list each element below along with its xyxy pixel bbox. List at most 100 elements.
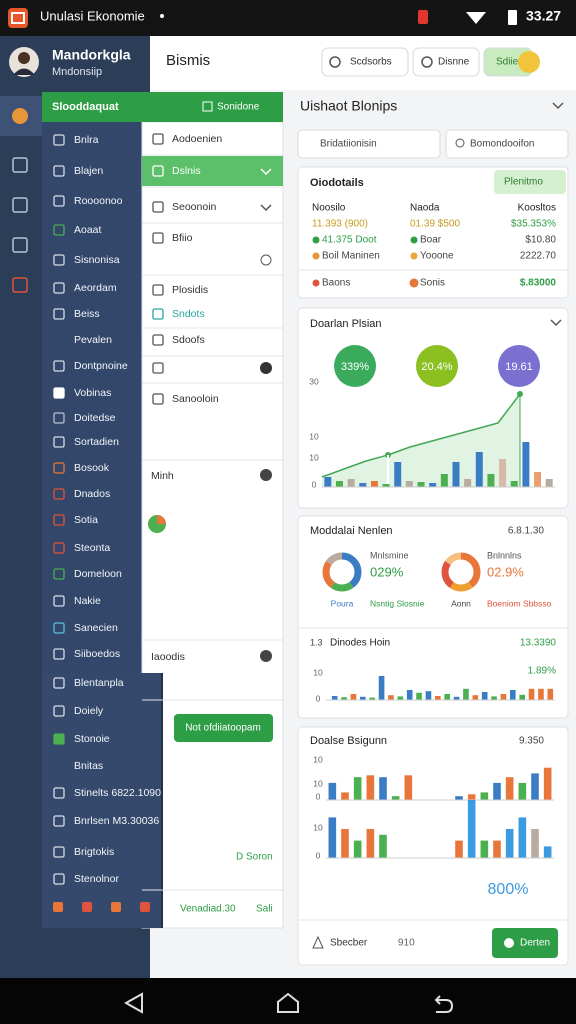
menu-item[interactable]: Dnados — [74, 488, 110, 500]
submenu-item[interactable]: Sanooloin — [172, 393, 219, 405]
menu-item[interactable]: Sisnonisa — [74, 254, 120, 266]
bar — [429, 483, 437, 487]
menu-item[interactable]: Stenolnor — [74, 873, 119, 885]
menu-item[interactable]: Aoaat — [74, 224, 102, 236]
bar — [359, 483, 367, 487]
filter-label[interactable]: Bridatiionisin — [320, 139, 377, 150]
menu-footer-icon[interactable] — [140, 902, 150, 912]
menu-item[interactable]: Brigtokis — [74, 846, 114, 858]
row-dot — [312, 252, 320, 260]
menu-item[interactable]: Domeloon — [74, 568, 122, 580]
menu-item[interactable]: Doitedse — [74, 412, 116, 424]
submenu-link[interactable]: D Soron — [236, 852, 273, 863]
menu-item[interactable]: Aeordam — [74, 282, 117, 294]
submenu-footer: Venadiad.30 — [180, 904, 236, 915]
bar — [347, 479, 355, 487]
submenu-button[interactable] — [174, 714, 273, 742]
bar — [528, 688, 535, 700]
bar — [353, 840, 362, 858]
status-icon — [418, 10, 428, 24]
menu-icon — [53, 195, 65, 207]
menu-item[interactable]: Bosook — [74, 462, 110, 474]
menu-footer-icon[interactable] — [111, 902, 121, 912]
nav-back[interactable] — [123, 992, 143, 1014]
table-cell: Boar — [420, 235, 442, 246]
card — [297, 515, 569, 719]
menu-item[interactable]: Pevalen — [74, 334, 112, 346]
area-fill — [322, 394, 520, 487]
menu-item[interactable]: Bnrlsen M3.30036 — [74, 815, 159, 827]
submenu-item[interactable]: Plosidis — [172, 284, 208, 296]
menu-footer-icon[interactable] — [82, 902, 92, 912]
submenu-item[interactable]: Minh — [151, 470, 174, 482]
bar — [379, 777, 387, 800]
submenu-item[interactable]: Aodoenien — [172, 133, 222, 145]
footer-button-label[interactable]: Derten — [520, 938, 550, 949]
chip-label[interactable]: Plenitmo — [504, 177, 543, 188]
rail-icon — [12, 157, 28, 173]
table-cell: Noosilo — [312, 203, 346, 214]
submenu-item[interactable]: Seoonoin — [172, 201, 217, 213]
bar — [379, 834, 387, 858]
menu-item[interactable]: Siiboedos — [74, 648, 120, 660]
rail-icon — [12, 108, 28, 124]
bar — [328, 782, 337, 800]
menu-footer-icon[interactable] — [53, 902, 63, 912]
menu-item[interactable]: Bnlra — [74, 134, 99, 146]
submenu-item[interactable]: Iaoodis — [151, 651, 185, 663]
menu-item[interactable]: Steonta — [74, 542, 110, 554]
menu-item[interactable]: Sortadien — [74, 436, 119, 448]
menu-item[interactable]: Beiss — [74, 308, 100, 320]
menu-item[interactable]: Sotia — [74, 514, 98, 526]
menu-item[interactable]: Stonoie — [74, 733, 110, 745]
menu-item[interactable]: Roooonoo — [74, 195, 123, 207]
menu-item[interactable]: Sanecien — [74, 622, 118, 634]
header-button[interactable] — [321, 47, 409, 77]
filter-input[interactable] — [297, 129, 441, 159]
submenu-button-label[interactable]: Not ofdiiatoopam — [185, 723, 261, 734]
menu-item[interactable]: Stinelts 6822.1090 — [74, 787, 161, 799]
header-button-label[interactable]: Disnne — [438, 57, 470, 68]
header-button-label[interactable]: Sdiier — [496, 57, 522, 68]
card — [297, 166, 569, 299]
menu-item[interactable]: Vobinas — [74, 387, 111, 399]
menu-icon — [53, 705, 65, 717]
chip[interactable] — [494, 170, 566, 194]
bar — [388, 695, 394, 700]
menu-item[interactable]: Bnitas — [74, 760, 103, 772]
row-dot — [312, 236, 320, 244]
submenu-icon — [152, 334, 164, 346]
bar — [341, 829, 349, 858]
bar — [480, 792, 489, 800]
footer-button[interactable] — [492, 928, 558, 958]
menu-icon — [53, 282, 65, 294]
menu-item[interactable]: Blentanpla — [74, 677, 124, 689]
submenu-icon — [152, 133, 164, 145]
axis-label: 10 — [313, 667, 323, 677]
menu-item[interactable]: Dontpnoine — [74, 360, 128, 372]
nav-home[interactable] — [277, 992, 299, 1013]
nav-recent[interactable] — [434, 995, 454, 1013]
menu-action-label[interactable]: Sonidone — [217, 102, 260, 113]
submenu-item[interactable]: Sdoofs — [172, 334, 205, 346]
bar — [397, 696, 404, 700]
icon — [421, 56, 433, 68]
menu-item[interactable]: Blajen — [74, 165, 103, 177]
bar — [538, 688, 544, 700]
filter-input[interactable] — [445, 129, 569, 159]
menu-icon — [53, 462, 65, 474]
submenu-item[interactable]: Sndots — [172, 308, 205, 320]
bar — [543, 846, 552, 858]
menu-item[interactable]: Nakie — [74, 595, 101, 607]
nav-bar — [0, 978, 576, 1024]
header-button[interactable] — [412, 47, 480, 77]
menu-icon — [53, 224, 65, 236]
row-dot — [409, 278, 419, 288]
bar — [360, 696, 366, 700]
filter-label[interactable]: Bomondooifon — [470, 139, 535, 150]
submenu-item[interactable]: Bfiio — [172, 232, 193, 244]
header-button-label[interactable]: Scdsorbs — [350, 57, 392, 68]
menu-item[interactable]: Doiely — [74, 705, 104, 717]
bar — [455, 840, 463, 858]
submenu-item[interactable]: Dslnis — [172, 165, 201, 177]
